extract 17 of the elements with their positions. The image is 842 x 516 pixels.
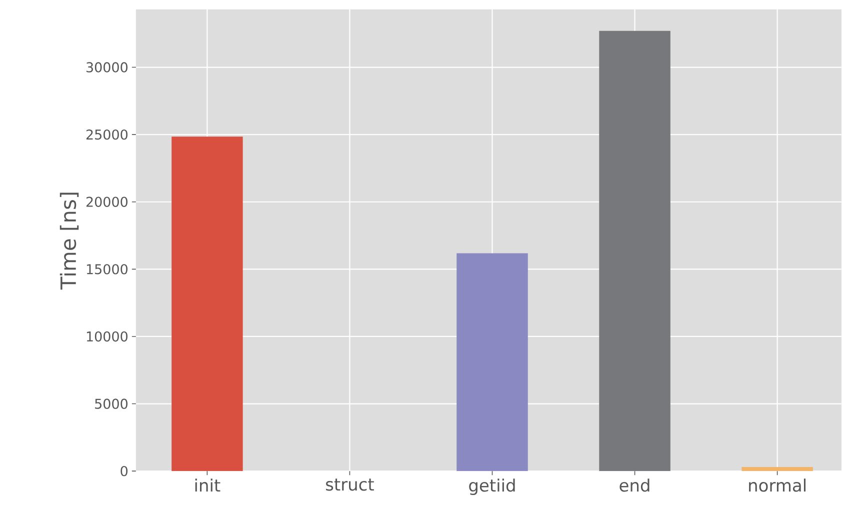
bar [456, 253, 528, 472]
y-tick-label: 20000 [86, 196, 128, 208]
bar [172, 136, 243, 472]
y-tick-label: 5000 [95, 398, 128, 410]
x-tick-label: getiid [469, 478, 515, 496]
bar [599, 31, 670, 472]
x-tick-label: end [620, 478, 650, 492]
x-tick-label: normal [749, 478, 806, 492]
y-axis-title: Time [ns] [60, 192, 79, 290]
x-tick-label: init [195, 478, 220, 492]
y-tick-label: 25000 [86, 130, 128, 140]
y-tick-label: 15000 [86, 264, 128, 274]
y-tick-label: 0 [120, 466, 128, 476]
bar [742, 467, 813, 472]
y-tick-label: 10000 [86, 332, 128, 342]
x-tick-label: struct [326, 478, 374, 491]
y-tick-label: 30000 [86, 62, 128, 73]
